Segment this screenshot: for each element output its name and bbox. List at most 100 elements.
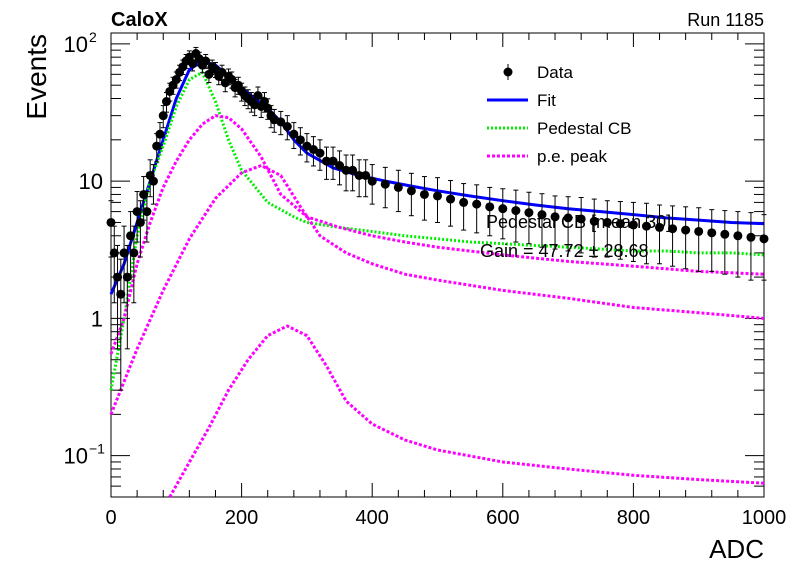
data-point [116,289,126,299]
y-axis-title: Events [21,34,52,120]
pe-peak-curve [109,114,765,355]
x-tick-label: 400 [356,507,389,529]
data-point [204,69,214,79]
data-point [282,122,292,132]
data-point [129,248,139,258]
data-point [227,75,237,85]
data-point [335,160,345,170]
run-number: Run 1185 [687,10,764,30]
x-tick-label: 200 [225,507,258,529]
data-point [217,67,227,77]
data-point [295,135,305,145]
data-point [119,248,129,258]
data-point [746,232,756,242]
data-point [361,170,371,180]
data-point [576,214,586,224]
data-point [498,204,508,214]
experiment-title: CaloX [111,9,168,31]
legend-fit-label: Fit [537,91,556,110]
data-point [406,186,416,196]
data-point [537,210,547,220]
data-point [589,216,599,226]
data-point [707,228,717,238]
y-tick-exponent: −1 [89,441,105,457]
data-points [106,46,769,391]
data-point [380,179,390,189]
data-point [615,219,625,229]
pe-peak-curve [109,164,765,415]
data-point [550,212,560,222]
data-point [485,202,495,212]
data-point [171,75,181,85]
data-point [367,176,377,186]
legend-item-data: Data [503,63,573,82]
pedestal-overlay-text: Pedestal CB [mean 30] [486,212,671,232]
x-tick-label: 0 [105,507,116,529]
data-point [289,129,299,139]
data-point [162,97,172,107]
data-point [459,197,469,207]
data-point [315,148,325,158]
data-point [132,207,142,217]
data-point [668,224,678,234]
data-point [511,206,521,216]
data-point [563,213,573,223]
y-tick-label: 10 [79,169,103,194]
data-point [628,220,638,230]
x-axis-title: ADC [709,534,764,564]
legend-pedestal-label: Pedestal CB [537,119,632,138]
data-point [655,222,665,232]
data-point [419,189,429,199]
data-point [720,229,730,239]
data-point [759,234,769,244]
data-point [158,111,168,121]
data-point [524,208,534,218]
legend: Data Fit Pedestal CB p.e. peak [487,63,632,166]
data-point [201,56,211,66]
legend-data-marker [503,67,513,77]
legend-item-pe-peak: p.e. peak [487,147,607,166]
data-point [139,189,149,199]
x-tick-label: 800 [617,507,650,529]
data-point [348,165,358,175]
pe-peak-curve [168,324,765,498]
y-tick-label: 10 [64,444,88,469]
gain-overlay-text: Gain = 47.72 ± 28.68 [480,241,649,261]
data-point [433,191,442,201]
data-point [113,272,123,282]
y-tick-label: 10 [64,32,88,57]
data-point [446,194,456,204]
data-point [393,182,403,192]
data-point [148,176,158,186]
y-tick-exponent: 2 [89,29,97,45]
data-point [694,226,704,236]
x-tick-label: 1000 [742,507,787,529]
data-point [188,58,198,68]
data-point [328,156,338,166]
data-point [155,129,165,139]
data-point [109,248,119,258]
data-point [733,231,743,241]
data-point [472,199,482,209]
y-tick-label: 1 [91,306,103,331]
data-point [641,221,651,231]
data-point [253,91,263,101]
data-point [354,170,364,180]
data-point [142,207,152,217]
data-point [681,225,691,235]
data-point [276,117,286,127]
data-point [602,217,612,227]
x-tick-label: 600 [486,507,519,529]
data-point [321,156,331,166]
data-point [106,217,116,227]
legend-data-label: Data [537,63,573,82]
data-point [341,165,351,175]
pedestal-cb-curve [109,70,765,391]
legend-item-pedestal: Pedestal CB [487,119,632,138]
legend-pe-label: p.e. peak [537,147,607,166]
data-point [122,272,132,282]
legend-item-fit: Fit [487,91,556,110]
data-point [126,231,136,241]
